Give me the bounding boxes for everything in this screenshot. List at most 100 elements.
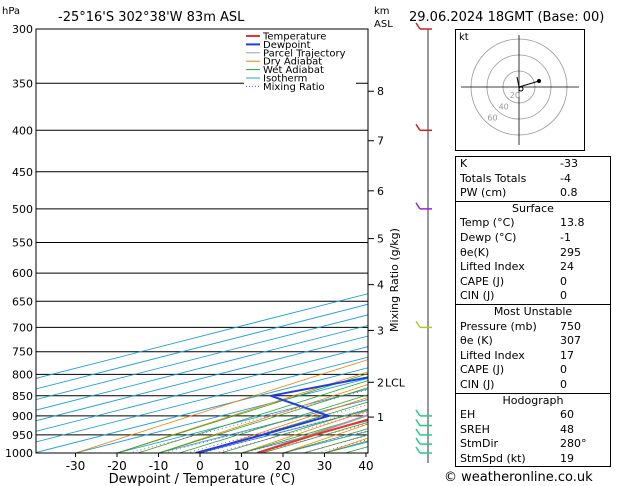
x-tick-label: 40 [358,459,373,473]
index-label: PW (cm) [460,186,507,200]
surface-row: Lifted Index 24 [456,260,610,275]
most-unstable-section: Most Unstable Pressure (mb) 750 θe (K) 307 L… [456,303,610,393]
pressure-tick-label: 650 [12,295,33,308]
dry-adiabat [615,29,629,453]
hodograph-frame [455,29,585,151]
legend-entry: Temperature [262,32,326,43]
surface-label: CIN (J) [460,289,495,303]
km-tick-label: 5 [377,233,384,246]
pressure-unit: hPa [2,6,20,17]
hodo-value: 280° [560,437,587,451]
x-tick-label: 20 [275,459,290,473]
hodograph-ring-label: 60 [487,114,497,123]
surface-row: CAPE (J) 0 [456,275,610,290]
wet-adiabat [179,394,368,453]
isotherm-line [75,377,368,453]
isotherm-line [36,324,368,411]
unstable-label: θe (K) [460,334,493,348]
hodo-value: 60 [560,408,574,422]
location-title: -25°16'S 302°38'W 83m ASL [58,10,245,25]
unstable-value: 17 [560,348,574,362]
wind-barb-flag [415,419,421,426]
legend-entry: Parcel Trajectory [263,48,346,59]
surface-section: Surface Temp (°C) 13.8 Dewp (°C) -1 θe(K) 295… [456,200,610,304]
km-tick-label: 2 [377,376,384,389]
wind-barb-flag [415,437,421,445]
indices-panel: K -33 Totals Totals -4 PW (cm) 0.8 Surface Te… [455,156,611,468]
unstable-row: Lifted Index 17 [456,349,610,364]
pressure-tick-label: 850 [12,390,33,403]
surface-title: Surface [512,201,554,215]
km-tick-label: 6 [377,185,384,198]
footer-credit: © weatheronline.co.uk [444,470,593,485]
pressure-tick-label: 450 [12,166,33,179]
isotherm-line [36,346,368,432]
index-row: K -33 [456,157,610,172]
dewpoint-profile [195,376,368,453]
index-value: -33 [560,157,578,170]
surface-value: 24 [560,260,574,274]
isotherm-line [36,356,368,443]
unstable-label: Lifted Index [460,348,525,362]
asl-unit: ASL [374,19,393,30]
pressure-tick-label: 950 [12,429,33,442]
dry-adiabat [158,384,368,453]
hodo-label: StmDir [460,437,499,451]
x-tick-label: -30 [66,459,86,473]
isotherm-line [36,335,368,422]
indices-top: K -33 Totals Totals -4 PW (cm) 0.8 [456,157,610,201]
legend-entry: Dewpoint [263,40,311,51]
pressure-tick-label: 750 [12,346,33,359]
hodograph-ring-label: 40 [499,102,509,111]
hodograph-point [537,79,541,83]
km-tick-label: 4 [377,279,384,292]
legend-entry: Mixing Ratio [263,82,325,93]
km-tick-label: 1 [377,411,384,424]
index-row: Totals Totals -4 [456,172,610,187]
pressure-tick-label: 550 [12,236,33,249]
surface-value: 295 [560,245,581,259]
storm-motion-marker [518,86,524,92]
wind-barb-flag [415,446,421,454]
km-tick-label: 7 [377,135,384,148]
km-tick-label: 3 [377,324,384,337]
plot-frame [35,28,369,454]
hodo-row: StmDir 280° [456,437,610,452]
surface-value: 0 [560,289,567,303]
wind-barb-flag [415,22,421,30]
pressure-tick-label: 600 [12,267,33,280]
pressure-tick-label: 700 [12,321,33,334]
hodo-label: EH [460,408,476,422]
dry-adiabat [199,396,368,453]
hodograph-trace [516,76,540,88]
pressure-tick-label: 350 [12,77,33,90]
unstable-value: 0 [560,377,567,391]
wet-adiabat [137,380,368,453]
km-unit: km [374,6,390,17]
wet-adiabat [158,387,368,453]
wind-barb-flag [415,409,421,417]
isotherm-line [36,314,368,401]
wind-barb-flag [415,202,421,210]
x-tick-label: 30 [317,459,332,473]
hodo-row: StmSpd (kt) 19 [456,452,610,467]
hodo-label: StmSpd (kt) [460,451,526,465]
legend-entry: Wet Adiabat [263,65,324,76]
hodograph-title: Hodograph [502,393,564,407]
pressure-tick-label: 800 [12,368,33,381]
x-axis-label: Dewpoint / Temperature (°C) [109,472,296,486]
x-tick-label: -20 [107,459,127,473]
hodo-value: 19 [560,451,574,465]
mixing-ratio-line [202,408,368,453]
index-value: -4 [560,171,571,185]
unstable-label: Pressure (mb) [460,319,537,333]
pressure-tick-label: 300 [12,23,33,36]
surface-label: Lifted Index [460,260,525,274]
surface-value: -1 [560,230,571,244]
hodograph-ring-label: 20 [510,91,520,100]
lcl-label: LCL [385,376,406,389]
surface-label: θe(K) [460,245,490,259]
most-unstable-title: Most Unstable [493,304,573,318]
hodograph-section: Hodograph EH 60 SREH 48 StmDir 280° StmSpd (kt… [456,392,610,467]
